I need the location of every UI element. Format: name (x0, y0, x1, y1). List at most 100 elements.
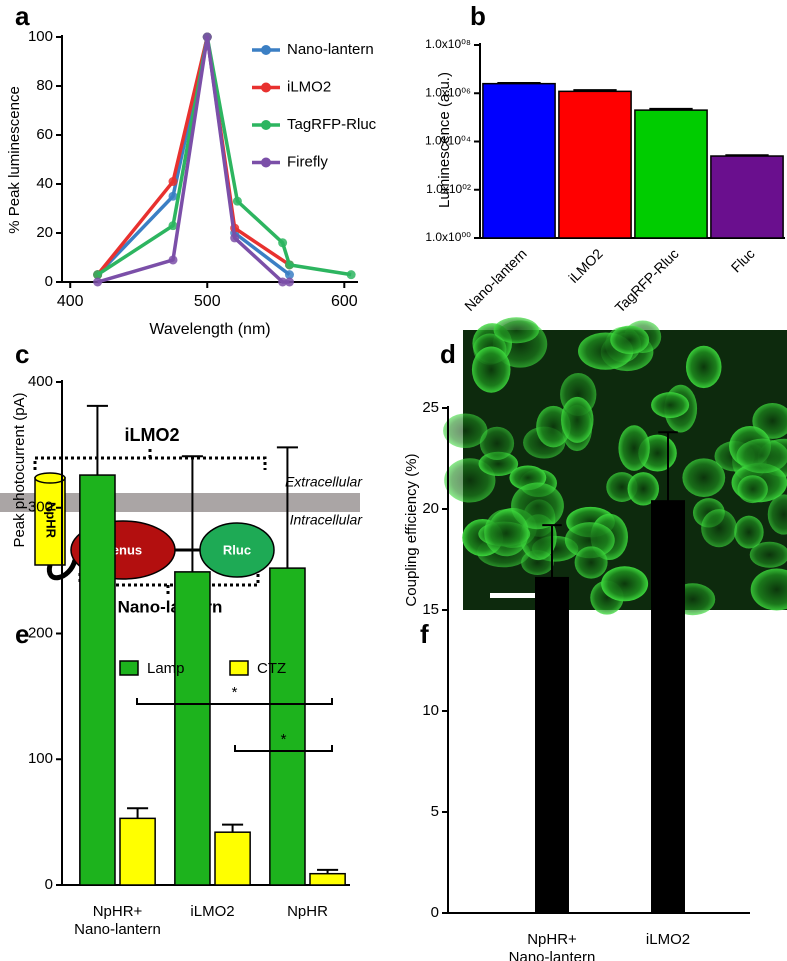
y-tick-label: 60 (36, 126, 53, 143)
y-axis-label: % Peak luminescence (6, 86, 23, 234)
cell (749, 541, 787, 568)
x-tick-label: iLMO2 (645, 931, 691, 948)
y-tick-label: 100 (28, 750, 53, 767)
point (284, 277, 294, 287)
legend-marker (261, 157, 271, 168)
cell (750, 568, 787, 611)
cell (736, 438, 787, 474)
cell (601, 566, 649, 602)
bar (119, 817, 156, 886)
cell (618, 425, 650, 471)
cell (564, 522, 615, 559)
cell (685, 345, 722, 389)
cell (561, 396, 594, 443)
cell (682, 458, 726, 497)
x-tick-label: TagRFP-Rluc (612, 245, 682, 315)
bar (482, 82, 556, 239)
cell (737, 475, 768, 504)
y-tick-label: 0 (431, 904, 439, 921)
y-axis-label: Coupling efficiency (%) (403, 453, 420, 606)
y-tick-label: 400 (28, 373, 53, 390)
bar (558, 90, 632, 239)
diagram-label: Intracellular (290, 512, 364, 528)
diagram-label: Rluc (223, 542, 251, 557)
point (284, 270, 294, 280)
y-tick-label: 80 (36, 77, 53, 94)
point (93, 277, 103, 287)
y-axis-label: Peak photocurrent (pA) (11, 392, 28, 547)
y-tick-label: 300 (28, 499, 53, 516)
diagram-label: iLMO2 (124, 425, 179, 445)
y-tick-label: 1.0x10⁰² (426, 182, 471, 196)
channel-top (34, 472, 66, 484)
rluc (199, 522, 275, 578)
legend-marker (261, 120, 271, 130)
y-tick-label: 200 (28, 624, 53, 641)
y-tick-label: 1.0x10⁰⁶ (425, 85, 471, 99)
bar (309, 872, 346, 886)
point (230, 233, 240, 243)
legend-label: iLMO2 (287, 78, 331, 95)
panel-label: e (15, 619, 29, 649)
y-tick-label: 20 (422, 500, 439, 517)
y-tick-label: 20 (36, 224, 53, 241)
channel (34, 477, 66, 566)
cell (493, 317, 540, 344)
panel-label: f (420, 619, 429, 649)
cell (443, 413, 488, 449)
cell (734, 515, 764, 549)
x-tick-label: Nano-lantern (461, 245, 530, 314)
bar (269, 567, 306, 886)
x-tick-label: NpHR+ Nano-lantern (508, 931, 596, 961)
point (346, 270, 356, 280)
diagram-label: NpHR (44, 502, 59, 539)
x-tick-label: 500 (194, 293, 221, 310)
point (278, 277, 288, 287)
y-tick-label: 15 (422, 601, 439, 618)
significance-label: * (232, 684, 238, 701)
scale-bar (490, 593, 566, 598)
panel-label: c (15, 339, 29, 369)
y-tick-label: 5 (431, 803, 439, 820)
point (168, 221, 178, 231)
y-tick-label: 1.0x10⁰⁸ (425, 37, 471, 51)
y-tick-label: 1.0x10⁰⁴ (425, 134, 471, 148)
x-tick-label: iLMO2 (565, 245, 606, 286)
panel-label: a (15, 1, 30, 31)
cell (511, 482, 564, 530)
y-tick-label: 0 (45, 876, 53, 893)
cell (471, 346, 511, 393)
x-tick-label: NpHR+ Nano-lantern (74, 903, 161, 938)
y-tick-label: 40 (36, 175, 53, 192)
diagram-label: Extracellular (285, 474, 363, 490)
bar (651, 500, 685, 914)
cell (610, 325, 650, 355)
line (96, 35, 291, 276)
bar (214, 831, 251, 886)
bar (634, 109, 708, 239)
x-tick-label: iLMO2 (190, 903, 235, 920)
panel-label: b (470, 1, 486, 31)
legend-marker (261, 45, 271, 55)
bar (535, 576, 569, 914)
significance-bracket (234, 745, 333, 752)
y-tick-label: 100 (28, 28, 53, 45)
y-tick-label: 10 (422, 702, 439, 719)
cell (701, 509, 737, 548)
cell (479, 426, 515, 461)
point (202, 32, 212, 42)
y-tick-label: 0 (45, 273, 53, 290)
point (232, 196, 242, 206)
legend-swatch (119, 660, 139, 676)
legend-label: Lamp (147, 660, 185, 677)
point (168, 177, 178, 187)
legend-marker (261, 82, 271, 93)
cell (484, 509, 529, 557)
legend-label: Nano-lantern (287, 41, 374, 58)
y-tick-label: 1.0x10⁰⁰ (425, 230, 471, 244)
cell (627, 472, 660, 506)
legend-label: Firefly (287, 153, 328, 170)
cell (651, 392, 690, 418)
